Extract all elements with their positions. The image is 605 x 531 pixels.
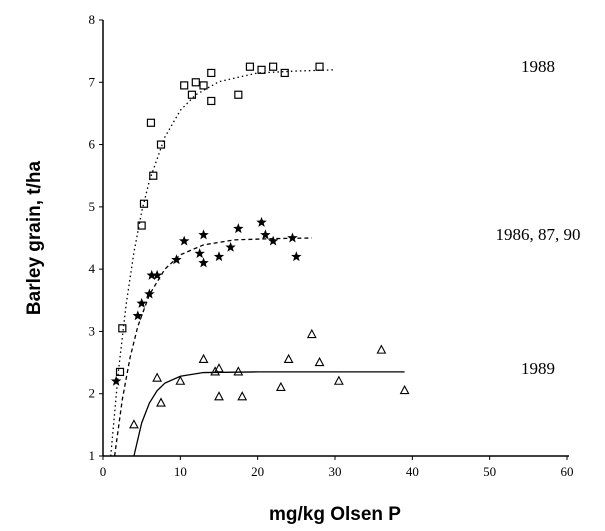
point <box>306 328 317 339</box>
point <box>198 353 209 364</box>
point <box>257 65 266 74</box>
x-axis-title: mg/kg Olsen P <box>269 504 401 525</box>
x-tick-label: 40 <box>406 464 419 479</box>
point <box>149 171 158 180</box>
point <box>137 221 146 230</box>
y-tick-label: 8 <box>89 12 96 27</box>
point <box>210 366 221 376</box>
point <box>152 372 163 382</box>
point <box>115 367 125 377</box>
point <box>110 375 122 386</box>
point <box>156 140 166 149</box>
point <box>187 90 197 99</box>
point <box>225 241 236 252</box>
point <box>291 251 302 262</box>
point <box>333 375 344 385</box>
point <box>180 81 189 90</box>
point <box>207 96 216 106</box>
x-tick-label: 60 <box>561 464 574 479</box>
x-tick-label: 0 <box>100 464 107 479</box>
point <box>245 62 255 71</box>
point <box>171 254 182 265</box>
point <box>199 81 208 90</box>
y-tick-label: 4 <box>89 261 96 276</box>
fit-line <box>110 69 336 457</box>
point <box>136 297 147 308</box>
point <box>146 269 157 280</box>
point <box>191 78 200 87</box>
point <box>237 391 248 401</box>
point <box>129 419 139 429</box>
x-tick-label: 20 <box>251 464 264 479</box>
point <box>283 353 294 364</box>
point <box>314 356 325 367</box>
point <box>146 118 156 127</box>
point <box>275 381 286 392</box>
series-label: 1989 <box>521 359 555 378</box>
fit-line <box>113 237 312 457</box>
point <box>233 366 244 376</box>
series-label: 1986, 87, 90 <box>496 225 581 244</box>
point <box>233 223 244 234</box>
point <box>280 68 289 78</box>
y-tick-label: 3 <box>89 323 96 338</box>
point <box>315 62 324 71</box>
y-axis-title: Barley grain, t/ha <box>24 160 45 315</box>
y-tick-label: 6 <box>89 137 96 152</box>
x-tick-label: 30 <box>329 464 342 479</box>
point <box>198 229 209 240</box>
point <box>376 344 387 354</box>
point <box>207 68 216 78</box>
point <box>213 251 225 262</box>
fit-line <box>133 371 405 457</box>
point <box>267 235 279 246</box>
point <box>132 310 144 321</box>
point <box>144 288 155 299</box>
series-label: 1988 <box>521 57 555 76</box>
point <box>139 199 149 208</box>
point <box>399 384 410 395</box>
y-tick-label: 5 <box>89 199 96 214</box>
point <box>234 90 243 99</box>
y-tick-label: 2 <box>89 386 96 401</box>
point <box>214 363 224 373</box>
point <box>198 257 209 268</box>
point <box>194 248 205 259</box>
point <box>151 269 163 280</box>
point <box>175 375 186 385</box>
y-tick-label: 7 <box>89 74 96 89</box>
point <box>118 324 127 333</box>
y-tick-label: 1 <box>89 448 96 463</box>
point <box>269 62 278 71</box>
point <box>156 397 166 407</box>
point <box>256 216 267 227</box>
point <box>287 232 298 243</box>
x-tick-label: 50 <box>483 464 496 479</box>
point <box>214 391 224 401</box>
x-tick-label: 10 <box>174 464 187 479</box>
point <box>260 229 271 240</box>
point <box>178 235 190 246</box>
